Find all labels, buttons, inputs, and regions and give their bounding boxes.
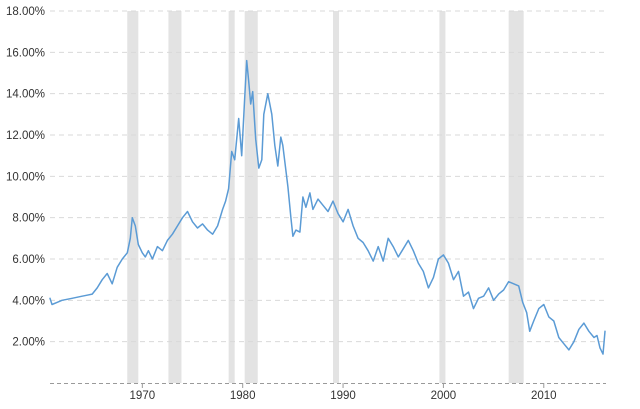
x-axis-tick-labels: 1970 1980 1990 2000 2010 — [130, 390, 557, 402]
y-tick-label-8: 8.00% — [12, 213, 45, 225]
x-tick-label-2000: 2000 — [431, 390, 457, 402]
y-tick-label-4: 4.00% — [12, 295, 45, 307]
y-tick-label-12: 12.00% — [6, 130, 45, 142]
y-tick-label-2: 2.00% — [12, 337, 45, 349]
x-tick-label-1980: 1980 — [230, 390, 256, 402]
y-axis-tick-labels: 2.00% 4.00% 6.00% 8.00% 10.00% 12.00% 14.00% 16… — [6, 6, 45, 349]
recession-shading-layer — [127, 11, 524, 383]
x-tick-label-1970: 1970 — [130, 390, 156, 402]
y-tick-label-18: 18.00% — [6, 6, 45, 18]
y-tick-label-14: 14.00% — [6, 89, 45, 101]
shaded-period-4 — [333, 11, 340, 383]
shaded-period-3 — [244, 11, 258, 383]
shaded-period-2 — [228, 11, 235, 383]
shaded-period-5 — [439, 11, 446, 383]
x-tick-label-2010: 2010 — [531, 390, 557, 402]
series-line-0 — [49, 59, 606, 355]
x-tick-label-1990: 1990 — [330, 390, 356, 402]
y-tick-label-16: 16.00% — [6, 47, 45, 59]
shaded-period-6 — [508, 11, 524, 383]
gridlines-layer — [50, 10, 606, 343]
y-tick-label-10: 10.00% — [6, 171, 45, 183]
shaded-period-1 — [168, 11, 182, 383]
series-layer — [49, 59, 606, 355]
x-axis — [50, 383, 606, 388]
y-tick-label-6: 6.00% — [12, 254, 45, 266]
shaded-period-0 — [127, 11, 139, 383]
